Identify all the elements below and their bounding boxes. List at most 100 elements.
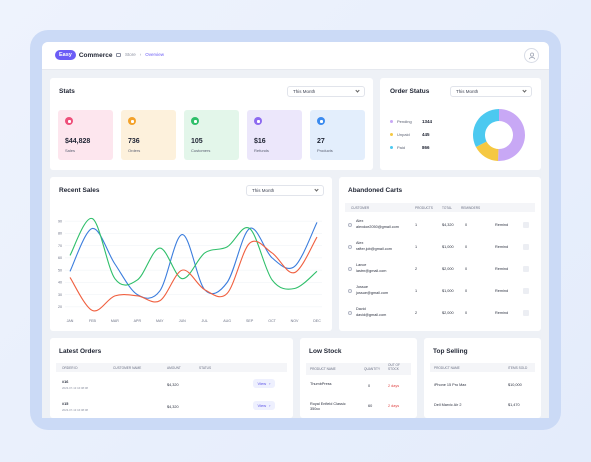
remind-button[interactable]: Remind — [495, 245, 509, 249]
y-tick-label: 80 — [58, 232, 62, 236]
chevron-right-icon: › — [269, 381, 271, 386]
customer-email: david@gmail.com — [356, 313, 387, 317]
customer-email: lastrn@gmail.com — [356, 269, 387, 273]
view-order-button[interactable]: View › — [253, 379, 275, 388]
cart-reminders: 0 — [465, 223, 468, 227]
col-items-sold: ITEMS SOLD — [508, 366, 528, 370]
trash-icon[interactable] — [523, 310, 529, 316]
x-tick-label: MAR — [111, 319, 119, 323]
stat-value: 27 — [317, 138, 325, 145]
cart-total: $2,000 — [442, 267, 454, 271]
order-status-period-value: This Month — [456, 89, 479, 94]
stat-tile[interactable]: $16 Refunds — [247, 110, 302, 160]
trash-icon[interactable] — [523, 288, 529, 294]
remind-button[interactable]: Remind — [495, 267, 509, 271]
sales-series-line — [69, 236, 318, 312]
cart-reminders: 0 — [465, 267, 468, 271]
product-name: Royal Enfield Classic 350cc — [310, 402, 346, 411]
order-status-legend-item: Pending 1344 — [390, 119, 440, 124]
order-status-legend-item: Unpaid 445 — [390, 132, 440, 137]
customer-name: Alex — [356, 219, 364, 223]
col-total: TOTAL — [442, 206, 452, 210]
stat-label: Customers — [191, 148, 211, 153]
col-amount: AMOUNT — [167, 366, 181, 370]
stat-tile[interactable]: $44,828 Sales — [58, 110, 113, 160]
table-row: Jossue jossue@gmail.com 1 $1,000 0 Remind — [345, 283, 535, 303]
cart-products: 1 — [415, 245, 418, 249]
cart-total: $1,000 — [442, 245, 454, 249]
product-name: ThumbPress — [310, 382, 332, 386]
x-tick-label: NOV — [291, 319, 299, 323]
order-status-donut — [473, 109, 525, 161]
stat-label: Sales — [65, 148, 76, 153]
col-order-id: ORDER ID — [62, 366, 78, 370]
avatar[interactable] — [524, 48, 539, 63]
x-tick-label: JUL — [202, 319, 208, 323]
stats-period-select[interactable]: This Month — [287, 86, 365, 97]
trash-icon[interactable] — [523, 244, 529, 250]
stat-tile[interactable]: 105 Customers — [184, 110, 239, 160]
stat-value: 736 — [128, 138, 140, 145]
customer-icon — [348, 289, 352, 293]
breadcrumb-overview: Overview — [145, 52, 165, 57]
trash-icon[interactable] — [523, 266, 529, 272]
col-product-name: PRODUCT NAME — [310, 367, 336, 371]
remind-button[interactable]: Remind — [495, 223, 509, 227]
remind-button[interactable]: Remind — [495, 311, 509, 315]
col-quantity: QUANTITY — [364, 367, 381, 371]
col-status: STATUS — [199, 366, 212, 370]
customer-name: Alex — [356, 241, 364, 245]
customer-icon — [348, 223, 352, 227]
logo[interactable]: Easy Commerce — [55, 50, 112, 60]
customer-icon — [348, 267, 352, 271]
x-tick-label: SEP — [246, 319, 254, 323]
order-id: #16 — [62, 380, 69, 384]
order-status-period-select[interactable]: This Month — [450, 86, 532, 97]
breadcrumb: Store › Overview — [116, 52, 164, 57]
stat-tile[interactable]: 736 Orders — [121, 110, 176, 160]
recent-sales-period-select[interactable]: This Month — [246, 185, 324, 196]
latest-orders-card: Latest Orders ORDER ID CUSTOMER NAME AMO… — [50, 338, 293, 418]
col-products: PRODUCTS — [415, 206, 433, 210]
dollar-icon — [65, 117, 73, 125]
legend-value: 866 — [422, 145, 430, 150]
trash-icon[interactable] — [523, 222, 529, 228]
low-stock-title: Low Stock — [309, 348, 342, 355]
cart-total: $2,000 — [442, 311, 454, 315]
abandoned-carts-header: CUSTOMER PRODUCTS TOTAL REMINDERS — [345, 203, 535, 212]
remind-button[interactable]: Remind — [495, 289, 509, 293]
breadcrumb-store[interactable]: Store — [125, 52, 136, 57]
view-order-label: View — [257, 381, 267, 386]
product-qty: 60 — [368, 404, 373, 408]
chevron-right-icon: › — [269, 403, 271, 408]
view-order-label: View — [257, 403, 267, 408]
table-row: iPhone 15 Pro Max $10,000 — [430, 378, 535, 394]
out-of-stock-days: 2 days — [388, 384, 400, 388]
donut-slice[interactable] — [473, 109, 499, 147]
top-selling-header: PRODUCT NAME ITEMS SOLD — [430, 363, 535, 372]
view-order-button[interactable]: View › — [253, 401, 275, 410]
chevron-down-icon — [314, 187, 319, 192]
low-stock-card: Low Stock PRODUCT NAME QUANTITY OUT OF S… — [300, 338, 417, 418]
refund-icon — [254, 117, 262, 125]
x-tick-label: FEB — [89, 319, 97, 323]
x-tick-label: APR — [134, 319, 142, 323]
legend-label: Pending — [397, 119, 412, 124]
cart-total: $1,000 — [442, 289, 454, 293]
donut-slice[interactable] — [475, 141, 499, 161]
recent-sales-title: Recent Sales — [59, 187, 100, 194]
stat-tile[interactable]: 27 Products — [310, 110, 365, 160]
product-name: iPhone 15 Pro Max — [434, 383, 467, 387]
y-tick-label: 90 — [58, 219, 62, 223]
col-product-name: PRODUCT NAME — [434, 366, 460, 370]
donut-slice[interactable] — [497, 109, 525, 161]
user-icon — [528, 52, 535, 59]
legend-value: 1344 — [422, 119, 433, 124]
cart-products: 1 — [415, 223, 418, 227]
logo-text: Commerce — [78, 51, 113, 59]
cart-reminders: 0 — [465, 311, 468, 315]
x-tick-label: MAY — [156, 319, 164, 323]
stats-title: Stats — [59, 88, 75, 95]
table-row: #16 2023-07-13 16:08:08 $4,320 View › — [56, 378, 287, 396]
users-icon — [191, 117, 199, 125]
